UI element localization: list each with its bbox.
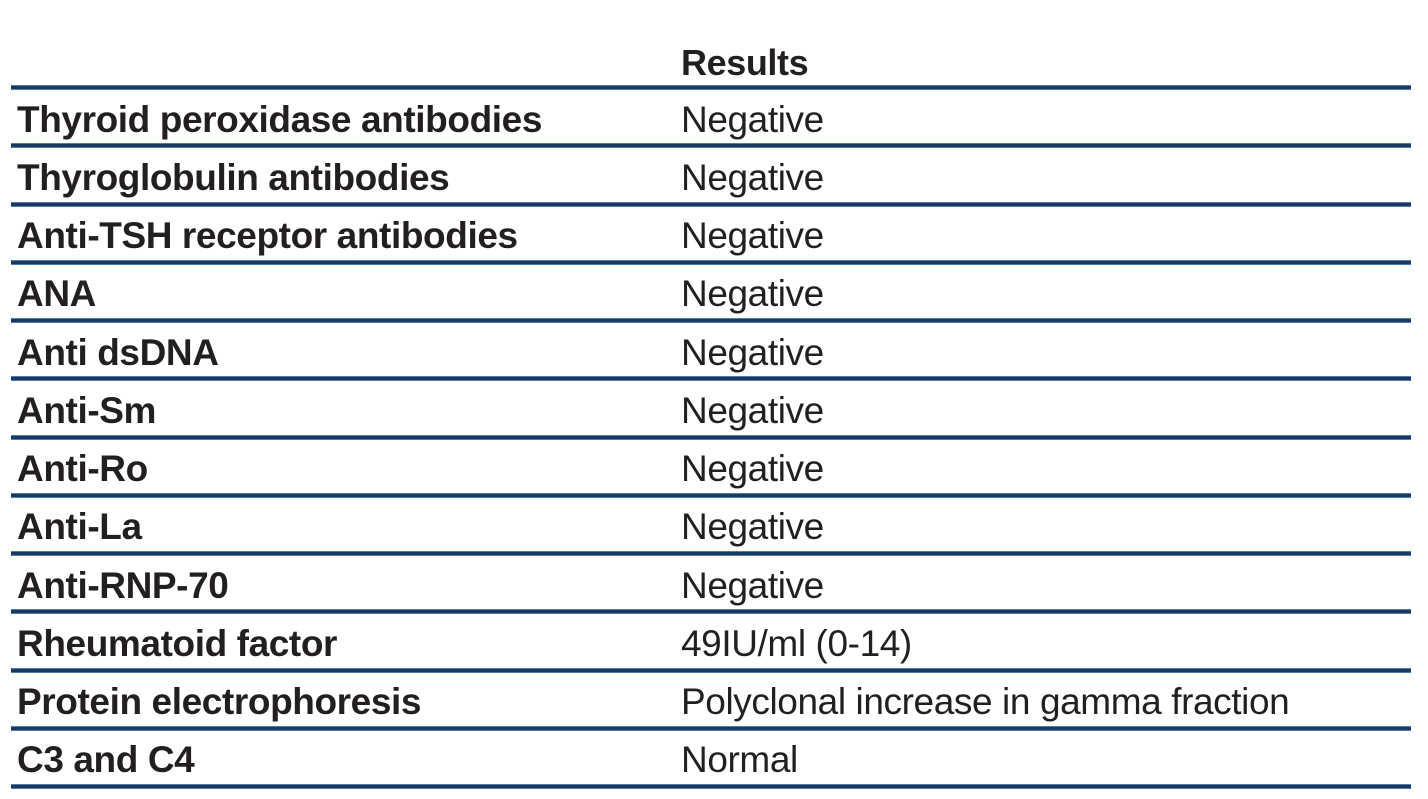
test-name-cell: Anti-La: [17, 506, 142, 548]
table-body: Thyroid peroxidase antibodies Negative Thy…: [11, 90, 1411, 790]
table-row: Thyroid peroxidase antibodies Negative: [11, 90, 1411, 149]
test-name-cell: Anti-Sm: [17, 389, 157, 431]
lab-results-table: Results Thyroid peroxidase antibodies Neg…: [11, 30, 1411, 790]
result-value-cell: Negative: [681, 564, 824, 606]
test-name-cell: Anti-TSH receptor antibodies: [17, 215, 518, 257]
table-row: Rheumatoid factor 49IU/ml (0-14): [11, 614, 1411, 673]
table-row: Protein electrophoresis Polyclonal increa…: [11, 673, 1411, 732]
table-row: Anti-RNP-70 Negative: [11, 556, 1411, 615]
table-row: Anti-La Negative: [11, 498, 1411, 557]
results-column-header: Results: [681, 42, 809, 83]
result-value-cell: Negative: [681, 448, 824, 490]
table-row: C3 and C4 Normal: [11, 731, 1411, 790]
test-name-cell: Rheumatoid factor: [17, 622, 338, 664]
result-value-cell: Negative: [681, 156, 824, 198]
table-row: Anti dsDNA Negative: [11, 323, 1411, 382]
result-value-cell: Negative: [681, 215, 824, 257]
table-row: Anti-TSH receptor antibodies Negative: [11, 207, 1411, 266]
result-value-cell: Negative: [681, 389, 824, 431]
table-row: Thyroglobulin antibodies Negative: [11, 148, 1411, 207]
test-name-cell: Thyroglobulin antibodies: [17, 156, 450, 198]
table-row: Anti-Ro Negative: [11, 440, 1411, 499]
table-row: ANA Negative: [11, 265, 1411, 324]
test-name-cell: Anti-RNP-70: [17, 564, 229, 606]
result-value-cell: Negative: [681, 98, 824, 140]
table-row: Anti-Sm Negative: [11, 381, 1411, 440]
table-header-row: Results: [11, 30, 1411, 90]
result-value-cell: Polyclonal increase in gamma fraction: [681, 681, 1290, 723]
test-name-cell: Anti dsDNA: [17, 331, 219, 373]
result-value-cell: Normal: [681, 739, 798, 781]
test-name-cell: ANA: [17, 273, 96, 315]
test-name-cell: C3 and C4: [17, 739, 195, 781]
result-value-cell: Negative: [681, 273, 824, 315]
test-name-cell: Anti-Ro: [17, 448, 148, 490]
result-value-cell: 49IU/ml (0-14): [681, 622, 912, 664]
test-name-cell: Thyroid peroxidase antibodies: [17, 98, 543, 140]
test-name-cell: Protein electrophoresis: [17, 681, 422, 723]
result-value-cell: Negative: [681, 331, 824, 373]
result-value-cell: Negative: [681, 506, 824, 548]
